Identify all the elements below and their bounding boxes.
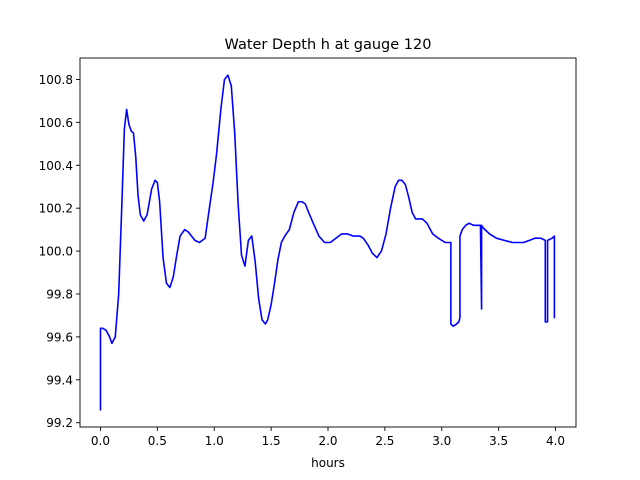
x-tick-label: 0.5 xyxy=(148,434,167,448)
series-line-0 xyxy=(99,74,556,411)
x-tick-label: 2.0 xyxy=(318,434,337,448)
y-tick-label: 99.2 xyxy=(46,416,73,430)
y-tick-label: 99.4 xyxy=(46,373,73,387)
x-tick-label: 3.5 xyxy=(489,434,508,448)
x-axis-label: hours xyxy=(311,456,345,470)
y-tick-label: 99.8 xyxy=(46,287,73,301)
y-tick-label: 100.8 xyxy=(39,73,73,87)
y-tick-label: 100.2 xyxy=(39,202,73,216)
x-tick-label: 1.0 xyxy=(205,434,224,448)
x-tick-label: 0.0 xyxy=(91,434,110,448)
x-tick-label: 1.5 xyxy=(262,434,281,448)
x-axis: 0.0 0.5 1.0 1.5 2.0 2.5 3.0 3.5 4.0 xyxy=(91,427,565,448)
y-tick-label: 100.0 xyxy=(39,245,73,259)
y-tick-label: 99.6 xyxy=(46,330,73,344)
y-tick-label: 100.6 xyxy=(39,116,73,130)
x-tick-label: 4.0 xyxy=(546,434,565,448)
chart-title: Water Depth h at gauge 120 xyxy=(225,37,432,53)
x-tick-label: 3.0 xyxy=(432,434,451,448)
y-tick-label: 100.4 xyxy=(39,159,73,173)
x-tick-label: 2.5 xyxy=(375,434,394,448)
y-axis: 99.2 99.4 99.6 99.8 100.0 100.2 100.4 100.6 100.… xyxy=(39,73,80,430)
